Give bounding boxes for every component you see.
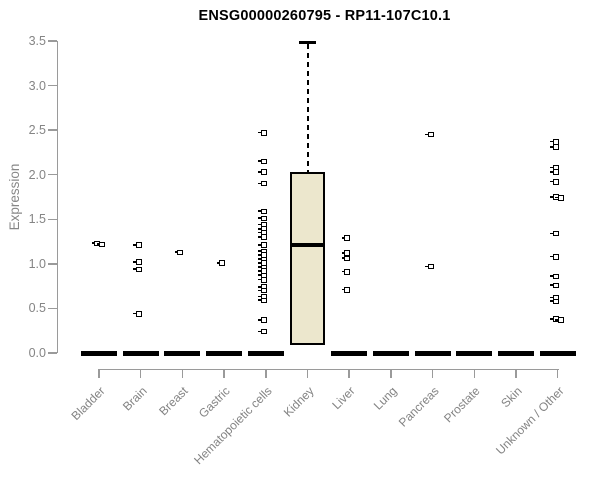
data-point (341, 235, 351, 241)
data-point (216, 260, 226, 266)
data-point (174, 249, 184, 256)
zero-expression-bar (456, 351, 493, 356)
y-tick-label: 1.5 (28, 212, 46, 227)
data-point (258, 297, 267, 304)
data-point (258, 130, 267, 136)
y-tick (48, 84, 57, 87)
data-point (258, 169, 267, 175)
zero-expression-bar (164, 351, 201, 356)
data-point (133, 242, 142, 248)
data-point (550, 254, 559, 260)
zero-expression-bar (414, 351, 451, 356)
data-point (258, 328, 267, 335)
data-point (258, 215, 267, 222)
data-point (425, 263, 434, 270)
data-point (258, 158, 267, 165)
y-tick (48, 129, 57, 131)
data-point (550, 298, 559, 305)
box-whisker-line (306, 43, 309, 173)
x-tick (98, 368, 100, 378)
zero-expression-bar (206, 351, 243, 356)
y-tick (48, 307, 57, 310)
data-point (258, 180, 267, 187)
data-point (341, 269, 351, 275)
data-point (555, 317, 564, 323)
x-tick (265, 368, 267, 378)
y-tick (48, 40, 57, 42)
data-point (425, 131, 434, 138)
x-tick (556, 368, 559, 378)
y-tick (48, 263, 57, 265)
zero-expression-bar (247, 351, 284, 356)
x-axis-line (99, 368, 560, 370)
data-point (258, 234, 267, 240)
zero-expression-bar (539, 351, 576, 356)
chart-title: ENSG00000260795 - RP11-107C10.1 (198, 8, 451, 24)
y-tick (48, 352, 57, 354)
x-tick (348, 368, 350, 378)
data-point (341, 250, 351, 256)
x-tick (473, 368, 476, 378)
y-tick-label: 0.5 (28, 301, 46, 316)
data-point (258, 208, 267, 215)
x-tick (306, 368, 309, 378)
x-tick (181, 368, 184, 378)
y-tick-label: 1.0 (28, 256, 46, 271)
y-tick-label: 2.5 (28, 123, 46, 138)
data-point (133, 259, 142, 265)
box-whisker-cap (299, 41, 316, 45)
x-tick (431, 368, 434, 378)
zero-expression-bar (122, 351, 159, 356)
data-point (258, 317, 267, 323)
x-tick (139, 368, 142, 378)
data-point (550, 273, 559, 280)
x-tick (390, 368, 392, 378)
y-tick-label: 3.5 (28, 34, 46, 48)
zero-expression-bar (81, 351, 117, 356)
zero-expression-bar (331, 351, 368, 356)
data-point (550, 169, 559, 175)
data-point (550, 282, 559, 289)
data-point (258, 277, 267, 283)
data-point (258, 287, 267, 294)
x-tick (223, 368, 225, 378)
data-point (96, 241, 105, 248)
x-tick (515, 368, 517, 378)
zero-expression-bar (372, 351, 409, 356)
data-point (341, 255, 351, 262)
data-point (550, 139, 559, 145)
box-median-line (290, 243, 325, 248)
data-point (258, 242, 267, 248)
zero-expression-bar (498, 351, 534, 356)
y-tick-label: 3.0 (28, 78, 46, 93)
data-point (550, 179, 559, 185)
data-point (550, 230, 559, 237)
y-axis-line (56, 41, 58, 353)
y-tick (48, 218, 57, 221)
data-point (133, 311, 142, 317)
box-rect (290, 172, 325, 345)
data-point (550, 144, 559, 150)
data-point (133, 266, 142, 272)
data-point (341, 287, 351, 293)
y-tick-label: 0.0 (28, 346, 46, 360)
y-tick (48, 173, 57, 176)
data-point (555, 195, 564, 201)
y-tick-label: 2.0 (28, 167, 46, 182)
